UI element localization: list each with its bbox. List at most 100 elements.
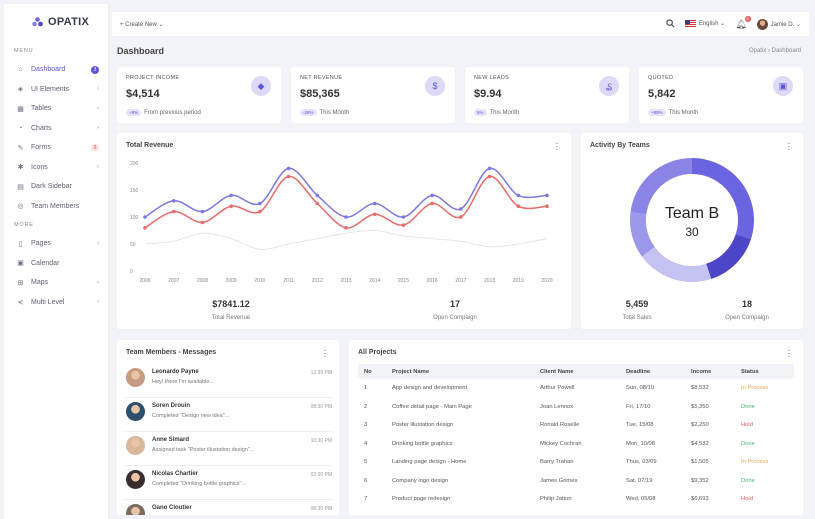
summary-value: 5,459	[625, 299, 649, 309]
logo-icon	[32, 16, 43, 28]
table-cell: 7	[364, 496, 368, 503]
series-line-1	[144, 175, 548, 229]
column-header[interactable]: Client Name	[540, 368, 574, 375]
column-header[interactable]: No	[364, 368, 372, 375]
avatar	[126, 368, 145, 387]
table-cell: $5,350	[691, 403, 709, 410]
column-header[interactable]: Status	[741, 368, 759, 375]
table-cell: In Process	[741, 459, 769, 466]
sidebar-item-dashboard[interactable]: ⌂ Dashboard 3	[4, 60, 108, 80]
list-item[interactable]: Anne Simard Assigned task "Poster illusta…	[125, 432, 332, 466]
summary-value: $7841.12	[212, 299, 250, 309]
stat-sub: 5% This Month	[474, 109, 519, 116]
donut-slice-1[interactable]	[706, 234, 751, 279]
column-header[interactable]: Project Name	[392, 368, 430, 375]
table-row[interactable]: 4 Drinking bottle graphics Mickey Cochran M…	[358, 435, 794, 454]
sidebar-item-calendar[interactable]: ▣ Calendar	[4, 254, 108, 274]
donut-slice-4[interactable]	[630, 158, 692, 215]
sidebar-item-maps[interactable]: ⊞ Maps ›	[4, 273, 108, 293]
table-row[interactable]: 5 Landing page design - Home Barry Trahan T…	[358, 453, 794, 472]
stat-label: NEW LEADS	[474, 75, 510, 81]
avatar	[126, 436, 145, 455]
avatar	[126, 504, 145, 515]
table-row[interactable]: 7 Product page redesign Philip Jatton Wed, …	[358, 490, 794, 509]
sidebar-item-charts[interactable]: ◔ Charts ›	[4, 119, 108, 139]
notification-button[interactable]: 🔔︎ 6	[735, 15, 751, 30]
summary-total-sales: 5,459 Total Sales	[617, 299, 657, 321]
sidebar-item-label: Multi Level	[31, 298, 65, 306]
x-tick-label: 2007	[168, 278, 179, 284]
user-menu[interactable]: Jamie D. ⌄	[756, 18, 801, 30]
table-cell: Philip Jatton	[540, 496, 572, 503]
donut-slice-3[interactable]	[630, 212, 655, 257]
sidebar-item-label: Charts	[31, 124, 52, 132]
sidebar-item-pages[interactable]: ▯ Pages ›	[4, 234, 108, 254]
chevron-right-icon: ›	[97, 125, 99, 132]
message-sender: Nicolas Chartier	[152, 471, 199, 477]
sidebar-item-dark-sidebar[interactable]: ▤ Dark Sidebar	[4, 177, 108, 197]
data-point	[459, 215, 463, 219]
stat-value: $9.94	[474, 88, 502, 100]
sidebar: OPATIX MENU ⌂ Dashboard 3 ◈ UI Elements › ▦ Tab…	[4, 4, 109, 519]
table-row[interactable]: 1 App design and development Arthur Powell…	[358, 379, 794, 398]
table-row[interactable]: 6 Company logo design James Grimes Sat, 07/…	[358, 472, 794, 491]
sidebar-item-tables[interactable]: ▦ Tables ›	[4, 99, 108, 119]
x-tick-label: 2008	[197, 278, 208, 284]
sidebar-item-forms[interactable]: ✎ Forms 9	[4, 138, 108, 158]
search-icon[interactable]	[666, 18, 675, 30]
column-header[interactable]: Income	[691, 368, 712, 375]
summary-value: 18	[741, 299, 752, 309]
data-point	[315, 193, 320, 198]
brand-name: OPATIX	[48, 16, 90, 28]
chevron-right-icon: ›	[97, 164, 99, 171]
create-new-button[interactable]: + Create New ⌄	[120, 21, 164, 28]
list-item[interactable]: Nicolas Chartier Completed "Drinking bott…	[125, 466, 332, 500]
more-options-icon[interactable]: ⋮	[553, 142, 561, 151]
stat-value: 5,842	[648, 88, 676, 100]
donut-slice-2[interactable]	[641, 247, 712, 282]
message-time: 08:30 PM	[310, 404, 332, 410]
column-header[interactable]: Deadline	[626, 368, 651, 375]
data-point	[286, 166, 291, 171]
table-cell: Drinking bottle graphics	[392, 440, 453, 447]
donut-slice-0[interactable]	[692, 158, 754, 240]
table-row[interactable]: 3 Poster illustation design Ronald Roselle…	[358, 416, 794, 435]
list-item[interactable]: Soren Drouin Completed "Design new idea".…	[125, 398, 332, 432]
table-cell: Mickey Cochran	[540, 440, 582, 447]
data-point	[143, 226, 147, 230]
share-icon: ⋞	[17, 299, 24, 307]
data-point	[344, 215, 348, 219]
sidebar-item-icons[interactable]: ✱ Icons ›	[4, 158, 108, 178]
sidebar-item-team-members[interactable]: ◎ Team Members	[4, 197, 108, 217]
all-projects-card: All Projects ⋮ No Project Name Client Name…	[349, 340, 803, 515]
breadcrumb[interactable]: Opatix › Dashboard	[748, 48, 801, 54]
x-tick-label: 2014	[369, 278, 380, 284]
list-item[interactable]: Gano Cloutier 08:30 PM	[125, 500, 332, 515]
table-cell: In Process	[741, 385, 769, 392]
table-row[interactable]: 2 Coffee detail page - Main Page Joan Lenn…	[358, 398, 794, 417]
sidebar-item-ui-elements[interactable]: ◈ UI Elements ›	[4, 80, 108, 100]
more-options-icon[interactable]: ⋮	[785, 142, 793, 151]
sidebar-item-multi-level[interactable]: ⋞ Multi Level ›	[4, 293, 108, 313]
language-selector[interactable]: English ⌄	[684, 20, 725, 28]
stat-change-badge: +8%	[126, 109, 142, 116]
notification-count: 6	[744, 15, 751, 22]
chart-icon: ◔	[18, 124, 23, 132]
brand-logo[interactable]: OPATIX	[4, 4, 108, 40]
table-cell: 3	[364, 422, 368, 429]
more-options-icon[interactable]: ⋮	[321, 349, 329, 358]
data-point	[401, 223, 406, 227]
table-cell: Coffee detail page - Main Page	[392, 403, 472, 410]
list-item[interactable]: Leonardo Payne Hey! there I'm available..…	[125, 364, 332, 398]
sidebar-item-label: Dashboard	[31, 66, 66, 74]
table-cell: Product page redesign	[392, 496, 451, 503]
more-options-icon[interactable]: ⋮	[785, 349, 793, 358]
data-point	[516, 193, 521, 198]
table-cell: Done	[741, 477, 755, 484]
grid-icon: ✱	[17, 164, 24, 172]
bag-icon: ▣	[773, 76, 793, 96]
currency-icon: ₷	[599, 76, 619, 96]
revenue-line-chart: 0 50 100 150 200 2006 2007 2008 2009 2010 2011 2012…	[130, 161, 553, 284]
data-point	[545, 193, 549, 198]
x-tick-label: 2016	[427, 278, 438, 284]
